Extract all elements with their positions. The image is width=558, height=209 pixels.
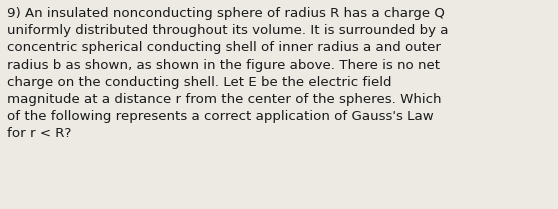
Text: 9) An insulated nonconducting sphere of radius R has a charge Q
uniformly distri: 9) An insulated nonconducting sphere of … bbox=[7, 7, 449, 140]
